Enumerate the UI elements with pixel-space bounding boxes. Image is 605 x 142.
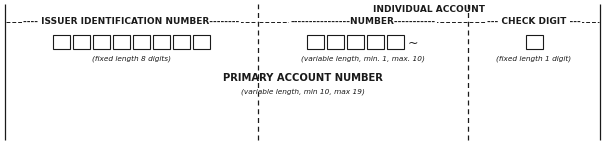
Text: (variable length, min. 1, max. 10): (variable length, min. 1, max. 10) — [301, 56, 425, 62]
Text: ---- ISSUER IDENTIFICATION NUMBER--------: ---- ISSUER IDENTIFICATION NUMBER-------… — [24, 17, 240, 27]
Bar — [93, 35, 110, 49]
Text: (variable length, min 10, max 19): (variable length, min 10, max 19) — [241, 89, 364, 95]
Bar — [526, 35, 543, 49]
Bar — [73, 35, 90, 49]
Bar — [113, 35, 130, 49]
Bar — [153, 35, 170, 49]
Bar — [367, 35, 384, 49]
Bar — [387, 35, 404, 49]
Text: ----------------NUMBER-----------: ----------------NUMBER----------- — [290, 17, 436, 27]
Text: PRIMARY ACCOUNT NUMBER: PRIMARY ACCOUNT NUMBER — [223, 73, 382, 83]
Bar — [347, 35, 364, 49]
Text: --- CHECK DIGIT ---: --- CHECK DIGIT --- — [487, 17, 581, 27]
Bar — [173, 35, 190, 49]
Bar — [193, 35, 210, 49]
Text: (fixed length 1 digit): (fixed length 1 digit) — [497, 56, 572, 62]
Bar — [53, 35, 70, 49]
Bar — [327, 35, 344, 49]
Text: ~: ~ — [408, 36, 419, 50]
Text: (fixed length 8 digits): (fixed length 8 digits) — [92, 56, 171, 62]
Bar — [307, 35, 324, 49]
Text: INDIVIDUAL ACCOUNT: INDIVIDUAL ACCOUNT — [373, 5, 485, 14]
Bar — [133, 35, 150, 49]
